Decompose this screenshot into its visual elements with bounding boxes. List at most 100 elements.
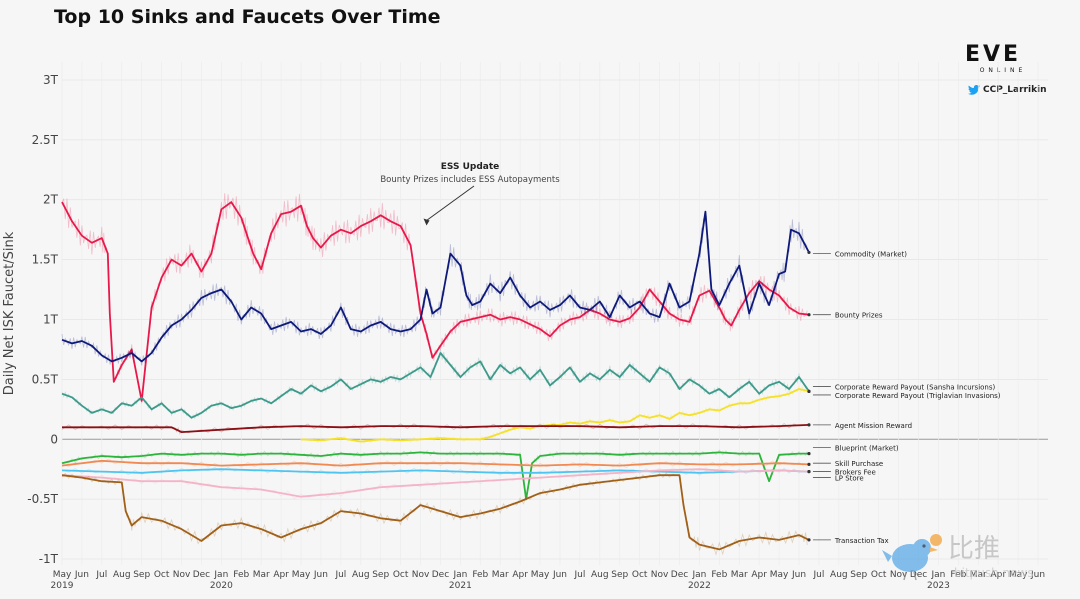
y-tick-label: 2T: [43, 193, 59, 207]
twitter-handle[interactable]: CCP_Larrikin: [968, 85, 1047, 95]
x-tick-label: Jun: [1030, 570, 1045, 580]
series-end-point: [807, 452, 811, 456]
x-tick-label: Nov: [173, 570, 191, 580]
series-line: [62, 424, 810, 433]
x-tick-label: Mar: [970, 570, 987, 580]
x-tick-label: May: [1009, 570, 1028, 580]
series-line: [300, 388, 810, 443]
series-end-point: [807, 389, 811, 393]
x-tick-label: Apr: [512, 570, 528, 580]
series-end-point: [807, 423, 811, 427]
series-line: [61, 474, 810, 551]
x-tick-label: Dec: [193, 570, 210, 580]
x-tick-label: Jun: [552, 570, 567, 580]
x-tick-label: Jul: [95, 570, 107, 580]
x-tick-label: Jan: [931, 570, 946, 580]
series-end-point: [807, 462, 811, 466]
x-tick-label: Feb: [233, 570, 249, 580]
series-label: Commodity (Market): [835, 251, 907, 259]
x-tick-label: Dec: [432, 570, 449, 580]
series-noise: [61, 449, 808, 502]
watermark-url: bitpush.news: [954, 566, 1034, 580]
x-tick-label: May: [292, 570, 311, 580]
x-tick-label: Jun: [313, 570, 328, 580]
x-tick-label: Feb: [711, 570, 727, 580]
x-tick-label: Jan: [691, 570, 706, 580]
series-label: Corporate Reward Payout (Triglavian Inva…: [835, 392, 1001, 400]
y-axis-label: Daily Net ISK Faucet/Sink: [2, 231, 17, 395]
x-tick-label: Sep: [850, 570, 867, 580]
annotation-arrowhead: [423, 218, 430, 226]
series-label: Blueprint (Market): [835, 445, 899, 453]
x-tick-label: May: [531, 570, 550, 580]
x-tick-label: Sep: [133, 570, 150, 580]
x-tick-label: Jun: [74, 570, 89, 580]
x-tick-label: May: [53, 570, 72, 580]
x-tick-label: Jan: [213, 570, 228, 580]
x-tick-label: Mar: [253, 570, 270, 580]
eve-logo-sub: ONLINE: [979, 67, 1027, 74]
x-tick-label: Sep: [372, 570, 389, 580]
y-tick-label: 1.5T: [32, 253, 59, 267]
x-year-label: 2019: [51, 581, 74, 591]
x-tick-label: Aug: [591, 570, 609, 580]
x-tick-label: Oct: [871, 570, 887, 580]
series-label: Skill Purchase: [835, 460, 883, 468]
x-tick-label: Nov: [412, 570, 430, 580]
y-tick-label: -1T: [39, 552, 59, 566]
x-year-label: 2022: [688, 581, 711, 591]
annotation-layer: ESS Update Bounty Prizes includes ESS Aut…: [380, 162, 560, 226]
series-line: [61, 201, 810, 402]
x-tick-label: Dec: [910, 570, 927, 580]
series-label: Agent Mission Reward: [835, 422, 912, 430]
annotation-title: ESS Update: [441, 162, 500, 172]
series-label: Transaction Tax: [834, 537, 889, 545]
x-tick-label: Nov: [651, 570, 669, 580]
x-tick-label: Aug: [352, 570, 370, 580]
y-tick-label: 1T: [43, 312, 59, 326]
series-line: [61, 468, 810, 498]
x-tick-label: May: [770, 570, 789, 580]
eve-logo-word: EVE: [965, 42, 1022, 67]
y-tick-label: 2.5T: [32, 133, 59, 147]
series-line: [61, 459, 810, 467]
series-label: Bounty Prizes: [835, 312, 883, 320]
series-noise: [61, 349, 808, 420]
series-end-point: [807, 538, 811, 542]
series-noise: [61, 193, 808, 404]
watermark-chinese: 比推: [948, 534, 1001, 564]
watermark: 比推 bitpush.news: [880, 528, 1040, 588]
x-tick-label: Apr: [273, 570, 289, 580]
x-tick-label: Jun: [791, 570, 806, 580]
x-tick-label: Jan: [452, 570, 467, 580]
series-layer: [61, 193, 811, 556]
x-year-label: 2020: [210, 581, 233, 591]
x-tick-label: Sep: [611, 570, 628, 580]
series-end-point: [807, 250, 811, 255]
x-year-label: 2023: [927, 581, 950, 591]
x-tick-label: Jul: [573, 570, 585, 580]
grid-layer: [61, 62, 1048, 565]
annotation-text: Bounty Prizes includes ESS Autopayments: [380, 175, 560, 185]
label-layer: Commodity (Market) Bounty Prizes Corporate…: [812, 251, 1001, 545]
x-year-label: 2021: [449, 581, 472, 591]
y-tick-label: 0.5T: [32, 372, 59, 386]
x-tick-label: Feb: [472, 570, 488, 580]
chart-title: Top 10 Sinks and Faucets Over Time: [54, 6, 441, 28]
series-end-point: [807, 469, 811, 474]
twitter-bird-icon: [968, 85, 980, 95]
series-label: Brokers Fee: [835, 469, 876, 477]
y-tick-label: -0.5T: [27, 492, 58, 506]
x-tick-label: Apr: [990, 570, 1006, 580]
y-tick-label: 0: [50, 432, 58, 446]
x-tick-label: Oct: [632, 570, 648, 580]
series-noise: [61, 215, 808, 366]
x-tick-label: Mar: [492, 570, 509, 580]
x-tick-label: Oct: [154, 570, 170, 580]
series-line: [61, 451, 809, 500]
x-tick-label: Jul: [812, 570, 824, 580]
series-line: [61, 352, 810, 419]
twitter-handle-text: CCP_Larrikin: [983, 85, 1047, 95]
